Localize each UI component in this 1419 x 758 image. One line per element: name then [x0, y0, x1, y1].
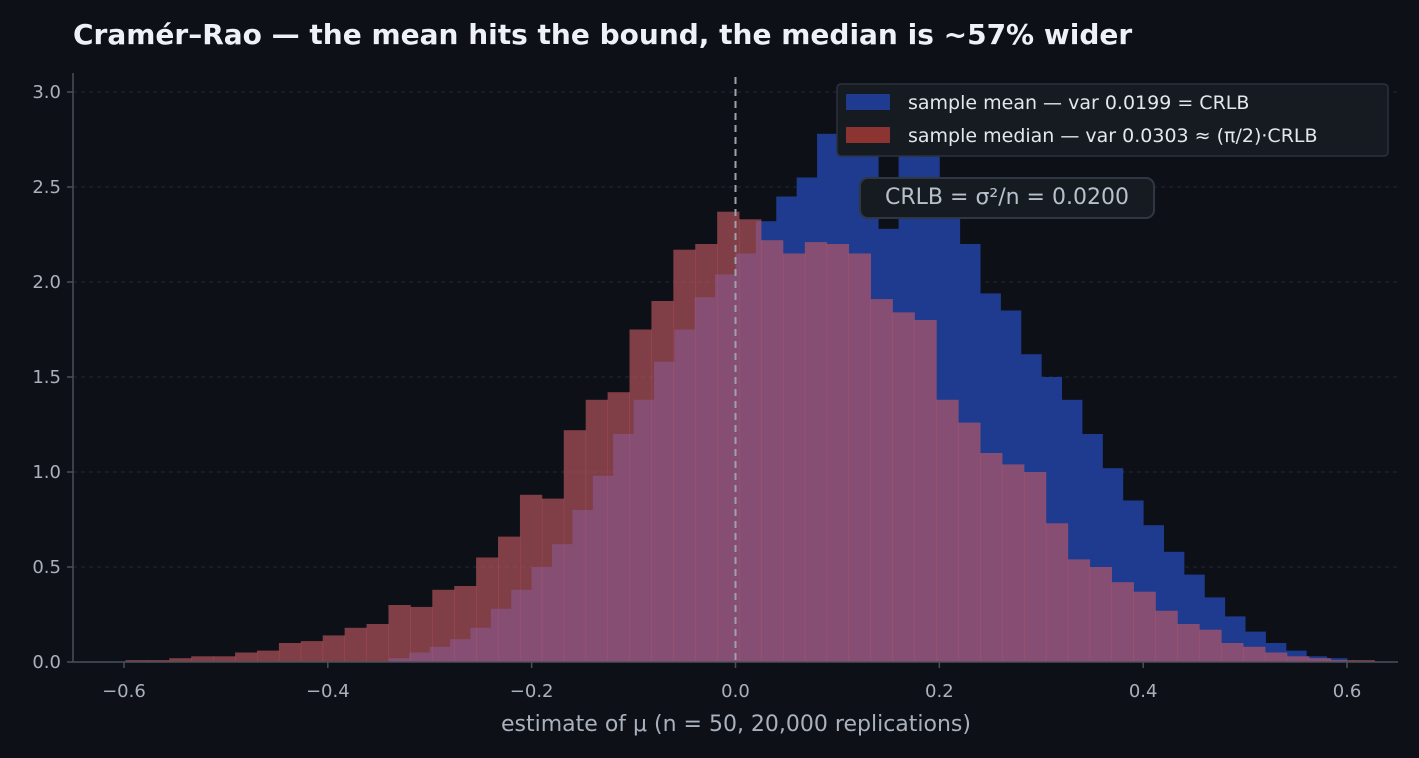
median-bar	[322, 635, 346, 662]
crlb-annotation: CRLB = σ²/n = 0.0200	[859, 177, 1155, 219]
median-bar	[760, 240, 784, 662]
median-bar	[848, 253, 871, 662]
median-bar	[892, 312, 915, 662]
median-bar	[629, 329, 652, 662]
median-bar	[366, 624, 389, 662]
median-bar	[1286, 656, 1310, 662]
median-bar	[191, 656, 214, 662]
median-bar	[607, 392, 630, 662]
x-tick-label: −0.4	[306, 681, 350, 702]
median-bar	[344, 627, 367, 662]
median-bar	[1308, 658, 1332, 662]
median-bar	[1111, 582, 1134, 662]
x-tick-label: 0.4	[1129, 681, 1158, 702]
median-bar	[651, 301, 674, 662]
x-tick-label: 0.6	[1333, 681, 1362, 702]
median-bar	[914, 320, 937, 662]
median-bar	[388, 605, 411, 662]
median-bar	[870, 299, 893, 662]
median-bar	[541, 498, 565, 662]
median-series-bars	[125, 211, 1375, 663]
y-tick-label: 2.5	[32, 177, 61, 198]
median-bar	[278, 643, 302, 662]
chart-title: Cramér–Rao — the mean hits the bound, th…	[73, 18, 1132, 51]
median-bar	[1155, 610, 1178, 662]
median-bar	[1243, 646, 1266, 662]
median-bar	[256, 650, 280, 662]
median-bar	[717, 211, 740, 662]
median-bar	[1067, 559, 1091, 662]
median-bar	[1045, 523, 1069, 662]
median-bar	[147, 660, 170, 662]
y-tick-label: 1.5	[32, 367, 61, 388]
median-bar	[980, 453, 1003, 662]
median-bar	[673, 249, 696, 662]
median-bar	[1221, 643, 1244, 662]
median-bar	[498, 536, 521, 662]
median-bar	[1352, 660, 1375, 662]
median-bar	[936, 399, 959, 662]
median-bar	[1330, 660, 1354, 662]
median-bar	[563, 430, 587, 662]
axes	[67, 73, 1398, 668]
y-tick-label: 3.0	[32, 82, 61, 103]
median-bar	[1133, 591, 1156, 662]
median-bar	[958, 422, 981, 662]
median-bar	[454, 586, 477, 662]
median-bar	[1264, 652, 1288, 662]
annotation-text: CRLB = σ²/n = 0.0200	[885, 185, 1129, 210]
x-tick-label: −0.2	[510, 681, 554, 702]
legend: sample mean — var 0.0199 = CRLB sample m…	[836, 83, 1389, 157]
median-bar	[169, 658, 192, 662]
median-bar	[476, 557, 499, 662]
median-bar	[1177, 624, 1200, 662]
median-bar	[782, 253, 806, 662]
median-bar	[804, 242, 828, 662]
median-bar	[432, 589, 455, 662]
legend-swatch-mean	[846, 94, 890, 110]
median-bar	[1023, 472, 1047, 662]
median-bar	[213, 656, 236, 662]
x-tick-label: −0.6	[102, 681, 146, 702]
legend-label-median: sample median — var 0.0303 ≈ (π/2)·CRLB	[908, 125, 1318, 147]
legend-label-mean: sample mean — var 0.0199 = CRLB	[908, 92, 1249, 114]
x-tick-label: 0.0	[721, 681, 750, 702]
median-bar	[585, 399, 608, 662]
tick-labels: −0.6 −0.4 −0.2 0.0 0.2 0.4 0.6 0.0 0.5 1.0 1.5 2.0 2…	[32, 82, 1361, 702]
y-tick-label: 0.0	[32, 652, 61, 673]
median-bar	[519, 494, 543, 662]
median-bar	[235, 652, 258, 662]
median-bar	[695, 244, 718, 662]
median-bar	[1199, 629, 1222, 662]
median-bar	[1089, 567, 1112, 662]
x-tick-label: 0.2	[925, 681, 954, 702]
median-bar	[125, 660, 148, 662]
y-tick-label: 1.0	[32, 462, 61, 483]
median-bar	[826, 244, 850, 662]
median-bar	[739, 219, 762, 663]
median-bar	[1002, 464, 1025, 662]
y-tick-label: 0.5	[32, 557, 61, 578]
x-axis-label: estimate of μ (n = 50, 20,000 replicatio…	[501, 712, 971, 737]
median-bar	[410, 606, 433, 662]
legend-swatch-median	[846, 127, 890, 143]
legend-box	[836, 83, 1389, 157]
y-tick-label: 2.0	[32, 272, 61, 293]
median-bar	[300, 641, 324, 662]
annotation-box	[859, 177, 1155, 219]
